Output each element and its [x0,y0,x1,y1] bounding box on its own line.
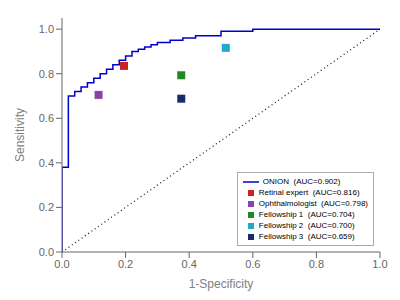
svg-text:0.6: 0.6 [245,258,260,270]
html-text:ONION (AUC=0.902): ONION (AUC=0.902) [262,177,341,186]
html-text:Retinal expert (AUC=0.816): Retinal expert (AUC=0.816) [258,188,360,197]
svg-text:0.6: 0.6 [39,112,54,124]
svg-text:0.2: 0.2 [118,258,133,270]
svg-text:Sensitivity: Sensitivity [13,108,27,162]
svg-text:0.0: 0.0 [54,258,69,270]
svg-text:0.4: 0.4 [182,258,197,270]
svg-text:1.0: 1.0 [372,258,387,270]
html-text:Fellowship 3 (AUC=0.659): Fellowship 3 (AUC=0.659) [258,232,355,241]
svg-text:0.8: 0.8 [309,258,324,270]
svg-text:0.4: 0.4 [39,157,54,169]
svg-text:0.0: 0.0 [39,246,54,258]
svg-text:0.2: 0.2 [39,201,54,213]
html-text:Fellowship 2 (AUC=0.700): Fellowship 2 (AUC=0.700) [258,221,355,230]
html-text:Ophthalmologist (AUC=0.798): Ophthalmologist (AUC=0.798) [258,199,368,208]
html-text:Fellowship 1 (AUC=0.704): Fellowship 1 (AUC=0.704) [258,210,355,219]
svg-text:1.0: 1.0 [39,23,54,35]
svg-text:0.8: 0.8 [39,68,54,80]
svg-text:1-Specificity: 1-Specificity [189,277,254,291]
